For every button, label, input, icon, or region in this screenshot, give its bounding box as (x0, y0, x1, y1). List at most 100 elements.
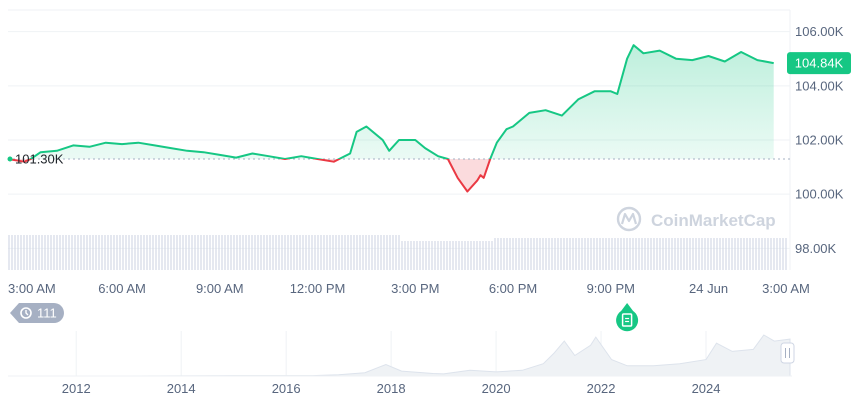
volume-bar (506, 238, 508, 270)
volume-bar (206, 235, 208, 270)
volume-bar (230, 235, 232, 270)
volume-bar (329, 235, 331, 270)
volume-bar (29, 235, 31, 270)
volume-bar (146, 235, 148, 270)
volume-bar (248, 235, 250, 270)
volume-bar (464, 241, 466, 270)
volume-bar (77, 235, 79, 270)
volume-bar (173, 235, 175, 270)
volume-bar (542, 238, 544, 270)
volume-bar (302, 235, 304, 270)
volume-bar (374, 235, 376, 270)
volume-bar (170, 235, 172, 270)
volume-bar (668, 238, 670, 270)
volume-bar (416, 241, 418, 270)
navigator[interactable]: 2012 2014 2016 2018 2020 2022 2024 (8, 331, 795, 396)
volume-bar (662, 238, 664, 270)
volume-bar (584, 238, 586, 270)
baseline-marker: 101.30K (7, 151, 64, 166)
volume-bar (698, 238, 700, 270)
volume-bar (731, 238, 733, 270)
history-badge[interactable]: 111 (10, 303, 64, 323)
volume-bar (275, 235, 277, 270)
volume-bar (518, 238, 520, 270)
volume-bar (110, 235, 112, 270)
grip-handle-icon (785, 348, 790, 358)
volume-bar (242, 235, 244, 270)
volume-bar (326, 235, 328, 270)
volume-bar (260, 235, 262, 270)
volume-bar (635, 238, 637, 270)
volume-bar (395, 235, 397, 270)
volume-bar (383, 235, 385, 270)
navigator-tick-label: 2020 (482, 381, 511, 396)
volume-bar (500, 238, 502, 270)
navigator-handle[interactable] (780, 342, 795, 364)
volume-bar (785, 238, 787, 270)
volume-bar (350, 235, 352, 270)
volume-bar (359, 235, 361, 270)
x-tick-label: 24 Jun (689, 281, 728, 296)
volume-bar (281, 235, 283, 270)
volume-bar (17, 235, 19, 270)
volume-bar (734, 238, 736, 270)
x-tick-label: 9:00 PM (587, 281, 635, 296)
volume-bar (224, 235, 226, 270)
volume-bar (263, 235, 265, 270)
volume-bar (599, 238, 601, 270)
volume-bar (191, 235, 193, 270)
volume-bar (56, 235, 58, 270)
volume-bar (347, 235, 349, 270)
volume-bar (767, 238, 769, 270)
volume-bar (776, 238, 778, 270)
volume-bar (431, 241, 433, 270)
x-tick-label: 12:00 PM (290, 281, 346, 296)
volume-bar (782, 238, 784, 270)
volume-bar (104, 235, 106, 270)
volume-bar (239, 235, 241, 270)
volume-bar (779, 238, 781, 270)
news-marker[interactable] (616, 303, 639, 332)
volume-bar (182, 235, 184, 270)
volume-bar (740, 238, 742, 270)
volume-bar (245, 235, 247, 270)
volume-bar (605, 238, 607, 270)
volume-bar (254, 235, 256, 270)
price-line (7, 44, 774, 193)
volume-bar (713, 238, 715, 270)
volume-bar (101, 235, 103, 270)
volume-bar (644, 238, 646, 270)
volume-bar (446, 241, 448, 270)
volume-bar (482, 241, 484, 270)
volume-bar (26, 235, 28, 270)
price-area (8, 45, 774, 192)
volume-bar (212, 235, 214, 270)
volume-bar (602, 238, 604, 270)
volume-bar (428, 241, 430, 270)
volume-bar (536, 238, 538, 270)
volume-bar (311, 235, 313, 270)
volume-bar (284, 235, 286, 270)
coinmarketcap-logo-icon (616, 206, 642, 232)
volume-bar (659, 238, 661, 270)
navigator-x-axis: 2012 2014 2016 2018 2020 2022 2024 (62, 381, 721, 396)
volume-bar (470, 241, 472, 270)
volume-bar (251, 235, 253, 270)
navigator-tick-label: 2016 (272, 381, 301, 396)
volume-bar (95, 235, 97, 270)
price-line-up (8, 44, 774, 159)
volume-bar (548, 238, 550, 270)
y-tick-label: 100.00K (795, 187, 844, 202)
volume-bar (560, 238, 562, 270)
volume-bar (656, 238, 658, 270)
volume-bar (8, 235, 10, 270)
volume-bar (278, 235, 280, 270)
volume-bar (701, 238, 703, 270)
volume-bar (86, 235, 88, 270)
volume-bar (437, 241, 439, 270)
volume-bar (335, 235, 337, 270)
volume-bar (221, 235, 223, 270)
volume-bar (572, 238, 574, 270)
history-count: 111 (37, 306, 57, 321)
